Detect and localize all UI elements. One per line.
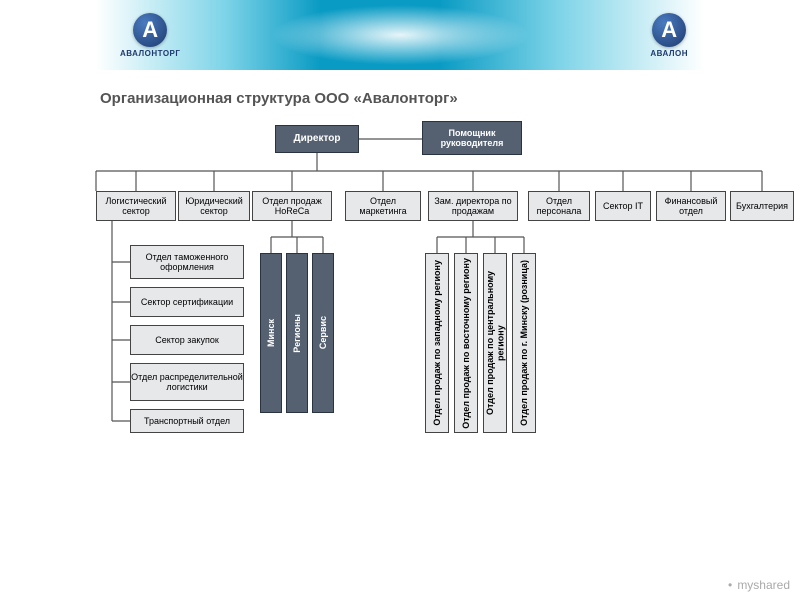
node-transport: Транспортный отдел	[130, 409, 244, 433]
node-deputy: Зам. директора по продажам	[428, 191, 518, 221]
org-chart: Директор Помощник руководителя Логистическ…	[0, 119, 800, 599]
node-west: Отдел продаж по западному региону	[425, 253, 449, 433]
node-logistics: Логистический сектор	[96, 191, 176, 221]
node-minsk: Минск	[260, 253, 282, 413]
node-regions: Регионы	[286, 253, 308, 413]
logo-left: А АВАЛОНТОРГ	[120, 13, 180, 58]
node-director: Директор	[275, 125, 359, 153]
node-service: Сервис	[312, 253, 334, 413]
node-customs: Отдел таможенного оформления	[130, 245, 244, 279]
node-central: Отдел продаж по центральному региону	[483, 253, 507, 433]
banner-glow	[270, 5, 530, 65]
page-title: Организационная структура ООО «Авалонтор…	[100, 90, 800, 107]
node-it: Сектор IT	[595, 191, 651, 221]
logo-right-text: АВАЛОН	[650, 49, 688, 58]
logo-badge-icon: А	[133, 13, 167, 47]
watermark-dot: •	[728, 578, 732, 592]
node-retail: Отдел продаж по г. Минску (розница)	[512, 253, 536, 433]
node-legal: Юридический сектор	[178, 191, 250, 221]
node-finance: Финансовый отдел	[656, 191, 726, 221]
node-hr: Отдел персонала	[528, 191, 590, 221]
node-east: Отдел продаж по восточному региону	[454, 253, 478, 433]
node-assist: Помощник руководителя	[422, 121, 522, 155]
logo-right: А АВАЛОН	[650, 13, 688, 58]
node-cert: Сектор сертификации	[130, 287, 244, 317]
header-banner: А АВАЛОНТОРГ А АВАЛОН	[0, 0, 800, 70]
node-procure: Сектор закупок	[130, 325, 244, 355]
watermark: • myshared	[726, 578, 790, 592]
watermark-text: myshared	[737, 578, 790, 592]
logo-badge-icon: А	[652, 13, 686, 47]
logo-left-text: АВАЛОНТОРГ	[120, 49, 180, 58]
node-accounting: Бухгалтерия	[730, 191, 794, 221]
node-horeca: Отдел продаж HoReCa	[252, 191, 332, 221]
node-distrib: Отдел распределительной логистики	[130, 363, 244, 401]
node-marketing: Отдел маркетинга	[345, 191, 421, 221]
